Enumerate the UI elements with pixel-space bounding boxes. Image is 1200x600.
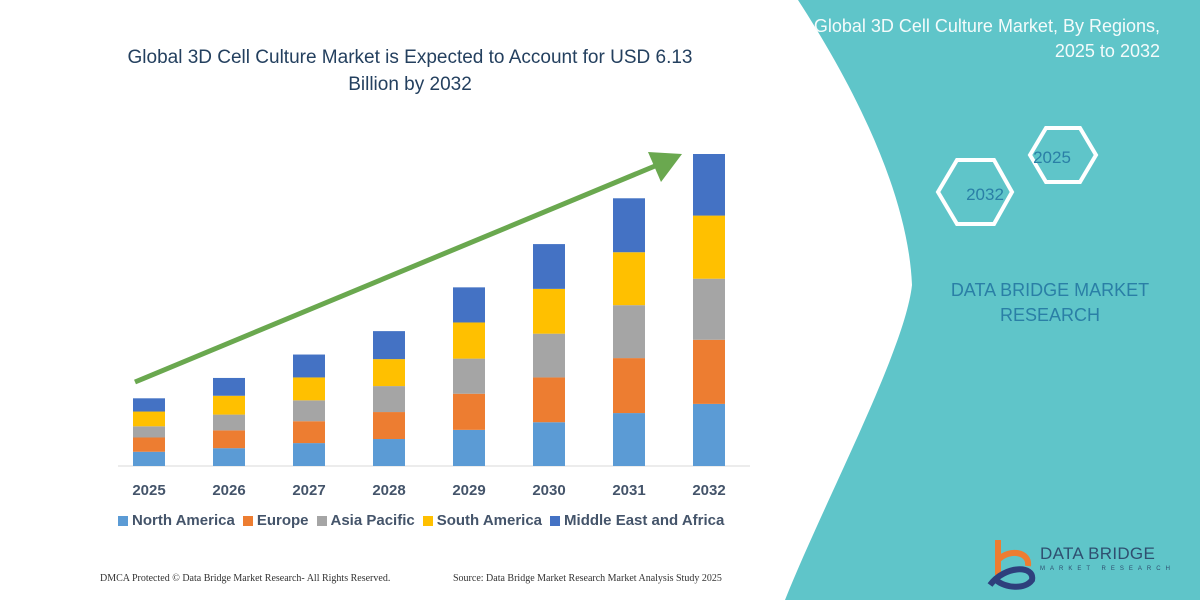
x-axis-labels: 2025 2026 2027 2028 2029 2030 2031 2032 xyxy=(132,482,725,499)
bar-2031-south-america xyxy=(613,252,645,306)
legend-item: Europe xyxy=(242,512,309,529)
brand-text: DATA BRIDGE MARKET RESEARCH xyxy=(915,278,1185,328)
bar-2027-north-america xyxy=(293,443,325,466)
x-tick-label: 2025 xyxy=(132,482,165,499)
side-panel-background xyxy=(785,0,1200,600)
bar-2031-middle-east-and-africa xyxy=(613,198,645,253)
bar-2026-middle-east-and-africa xyxy=(213,377,245,396)
bar-2028-south-america xyxy=(373,359,405,387)
trend-arrow xyxy=(134,152,682,385)
bar-2032-middle-east-and-africa xyxy=(693,154,725,216)
legend-label: Asia Pacific xyxy=(330,512,415,529)
legend-item: South America xyxy=(422,512,543,529)
bar-2030-middle-east-and-africa xyxy=(533,244,565,289)
bar-2025-south-america xyxy=(133,411,165,427)
brand-line-2: RESEARCH xyxy=(999,305,1101,325)
bar-2026-south-america xyxy=(213,395,245,415)
bar-2026-north-america xyxy=(213,448,245,466)
legend-item: Asia Pacific xyxy=(316,512,415,529)
bar-2025-middle-east-and-africa xyxy=(133,398,165,412)
bar-2030-north-america xyxy=(533,422,565,466)
x-tick-label: 2029 xyxy=(452,482,485,499)
bars-group xyxy=(133,154,725,466)
bar-2028-asia-pacific xyxy=(373,386,405,413)
legend-label: Middle East and Africa xyxy=(564,512,725,529)
bar-2026-europe xyxy=(213,430,245,449)
logo-name: DATA BRIDGE xyxy=(1040,544,1156,563)
legend: North America Europe Asia Pacific South Ame… xyxy=(118,512,724,529)
bar-2027-middle-east-and-africa xyxy=(293,354,325,378)
bar-2031-europe xyxy=(613,358,645,414)
legend-swatch xyxy=(316,515,327,526)
legend-swatch xyxy=(118,515,128,526)
footer-source: Source: Data Bridge Market Research Mark… xyxy=(453,573,722,584)
legend-item: North America xyxy=(118,512,235,529)
bar-2027-europe xyxy=(293,421,325,444)
legend-label: Europe xyxy=(256,512,309,529)
bar-2027-south-america xyxy=(293,377,325,401)
bar-2030-south-america xyxy=(533,288,565,334)
logo-tagline: MARKET RESEARCH xyxy=(1040,566,1175,572)
bar-2029-south-america xyxy=(453,322,485,359)
bar-2029-north-america xyxy=(453,429,485,466)
bar-2032-europe xyxy=(693,339,725,404)
x-tick-label: 2032 xyxy=(692,482,725,499)
legend-label: North America xyxy=(132,512,235,529)
bar-2028-north-america xyxy=(373,439,405,466)
bar-2025-asia-pacific xyxy=(133,426,165,438)
legend-swatch xyxy=(242,515,253,526)
legend-swatch xyxy=(422,515,433,526)
bar-2028-europe xyxy=(373,412,405,440)
bar-2030-asia-pacific xyxy=(533,333,565,378)
hexagon-2025 xyxy=(1027,126,1099,184)
x-tick-label: 2031 xyxy=(612,482,645,499)
hexagon-2032 xyxy=(935,158,1015,226)
bar-2031-north-america xyxy=(613,413,645,466)
hexagon-label-2032: 2032 xyxy=(966,185,1004,204)
bar-2030-europe xyxy=(533,377,565,423)
x-tick-label: 2027 xyxy=(292,482,325,499)
bar-2026-asia-pacific xyxy=(213,414,245,431)
bar-2032-south-america xyxy=(693,215,725,279)
bar-2027-asia-pacific xyxy=(293,400,325,422)
legend-label: South America xyxy=(436,512,543,529)
bar-2032-north-america xyxy=(693,403,725,466)
hexagon-label-2025: 2025 xyxy=(1033,148,1071,167)
footer-copyright: DMCA Protected © Data Bridge Market Rese… xyxy=(100,573,391,584)
side-panel-title: Global 3D Cell Culture Market, By Region… xyxy=(813,16,1160,61)
bar-2025-north-america xyxy=(133,451,165,466)
bar-2031-asia-pacific xyxy=(613,305,645,359)
x-tick-label: 2026 xyxy=(212,482,245,499)
chart-title: Global 3D Cell Culture Market is Expecte… xyxy=(127,47,693,95)
logo-mark xyxy=(987,540,1036,590)
bar-2025-europe xyxy=(133,437,165,452)
bar-2029-europe xyxy=(453,393,485,430)
bar-2029-middle-east-and-africa xyxy=(453,287,485,323)
x-tick-label: 2030 xyxy=(532,482,565,499)
bar-2028-middle-east-and-africa xyxy=(373,331,405,360)
bar-2029-asia-pacific xyxy=(453,358,485,394)
bar-2032-asia-pacific xyxy=(693,278,725,340)
legend-swatch xyxy=(550,515,561,526)
legend-item: Middle East and Africa xyxy=(550,512,724,529)
brand-line-1: DATA BRIDGE MARKET xyxy=(950,280,1150,300)
x-tick-label: 2028 xyxy=(372,482,405,499)
